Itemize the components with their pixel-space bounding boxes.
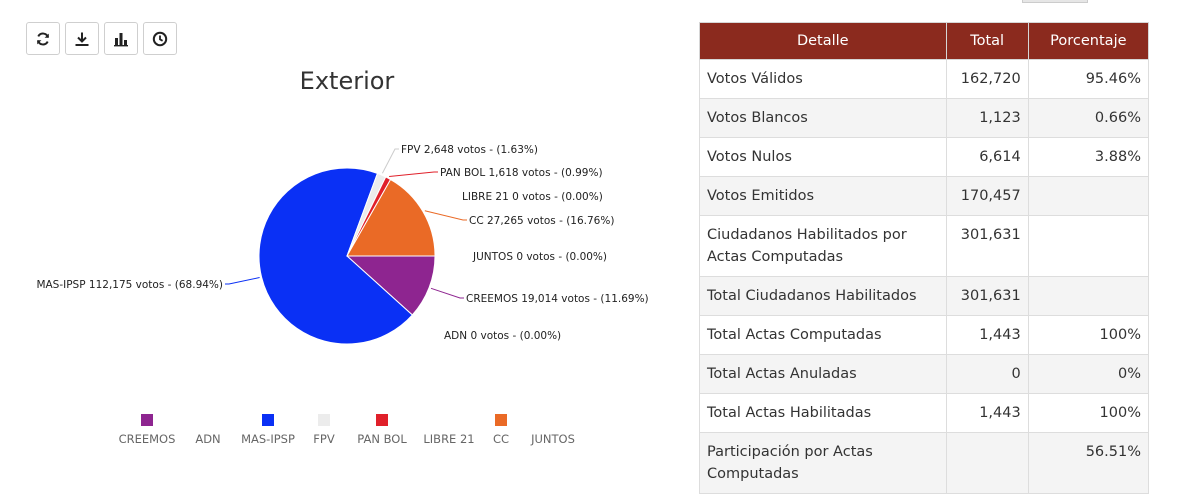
pie-label-libre-21: LIBRE 21 0 votos - (0.00%) bbox=[462, 191, 603, 203]
pie-connector-creemos bbox=[430, 287, 464, 299]
pie-connector-mas-ipsp bbox=[225, 277, 260, 285]
refresh-icon bbox=[37, 32, 49, 45]
pie-label-cc: CC 27,265 votos - (16.76%) bbox=[469, 215, 614, 227]
bar-chart-button[interactable] bbox=[104, 22, 138, 55]
pie-label-juntos: JUNTOS 0 votos - (0.00%) bbox=[472, 251, 607, 263]
cell-porcentaje: 95.46% bbox=[1027, 59, 1150, 99]
cell-porcentaje: 56.51% bbox=[1027, 432, 1150, 494]
legend-item-libre-21[interactable]: LIBRE 21 bbox=[423, 432, 474, 446]
cell-total: 170,457 bbox=[945, 176, 1029, 216]
pie-slice-creemos[interactable] bbox=[345, 255, 436, 316]
cell-porcentaje: 0% bbox=[1027, 354, 1150, 394]
legend-marker-pan-bol bbox=[376, 414, 388, 426]
cell-total: 301,631 bbox=[945, 215, 1029, 277]
refresh-button[interactable] bbox=[26, 22, 60, 55]
cell-total: 6,614 bbox=[945, 137, 1029, 177]
top-tab-edge bbox=[1022, 0, 1088, 3]
cell-porcentaje: 3.88% bbox=[1027, 137, 1150, 177]
pie-label-adn: ADN 0 votos - (0.00%) bbox=[444, 330, 561, 342]
cell-detalle: Votos Emitidos bbox=[699, 176, 947, 216]
table-row: Total Ciudadanos Habilitados 301,631 bbox=[699, 276, 1150, 316]
pie-label-pan-bol: PAN BOL 1,618 votos - (0.99%) bbox=[440, 167, 603, 179]
pie-chart: Exterior CREEMOS 19,014 votos - (11.69%)… bbox=[36, 67, 648, 446]
pie-label-creemos: CREEMOS 19,014 votos - (11.69%) bbox=[466, 293, 649, 305]
pie-labels: CREEMOS 19,014 votos - (11.69%) ADN 0 vot… bbox=[36, 144, 648, 342]
cell-detalle: Votos Blancos bbox=[699, 98, 947, 138]
pie-label-fpv: FPV 2,648 votos - (1.63%) bbox=[401, 144, 538, 156]
legend-item-creemos[interactable]: CREEMOS bbox=[119, 432, 176, 446]
table-body: Votos Válidos 162,720 95.46% Votos Blancos 1… bbox=[699, 59, 1150, 494]
cell-porcentaje bbox=[1027, 215, 1150, 277]
clock-icon bbox=[152, 31, 168, 46]
pie-connector-pan-bol bbox=[389, 171, 438, 177]
cell-porcentaje: 100% bbox=[1027, 315, 1150, 355]
cell-detalle: Total Actas Computadas bbox=[699, 315, 947, 355]
cell-detalle: Total Ciudadanos Habilitados bbox=[699, 276, 947, 316]
cell-detalle: Votos Válidos bbox=[699, 59, 947, 99]
cell-total: 1,443 bbox=[945, 393, 1029, 433]
table-row: Votos Emitidos 170,457 bbox=[699, 176, 1150, 216]
bar-chart-icon bbox=[114, 32, 128, 46]
pie-slices bbox=[258, 167, 436, 345]
table-row: Votos Válidos 162,720 95.46% bbox=[699, 59, 1150, 99]
legend-marker-cc bbox=[495, 414, 507, 426]
download-icon bbox=[75, 32, 89, 46]
table-row: Total Actas Computadas 1,443 100% bbox=[699, 315, 1150, 355]
legend-marker-fpv bbox=[318, 414, 330, 426]
cell-detalle: Votos Nulos bbox=[699, 137, 947, 177]
table-row: Total Actas Anuladas 0 0% bbox=[699, 354, 1150, 394]
table-row: Total Actas Habilitadas 1,443 100% bbox=[699, 393, 1150, 433]
table-row: Votos Nulos 6,614 3.88% bbox=[699, 137, 1150, 177]
cell-detalle: Total Actas Anuladas bbox=[699, 354, 947, 394]
legend-item-pan-bol[interactable]: PAN BOL bbox=[357, 432, 407, 446]
chart-toolbar bbox=[26, 22, 177, 55]
cell-porcentaje: 100% bbox=[1027, 393, 1150, 433]
legend-item-mas-ipsp[interactable]: MAS-IPSP bbox=[241, 432, 295, 446]
table-row: Votos Blancos 1,123 0.66% bbox=[699, 98, 1150, 138]
chart-legend: CREEMOS ADN MAS-IPSP FPV PAN BOL LIBRE 21 CC JU… bbox=[119, 414, 575, 446]
cell-total bbox=[945, 432, 1029, 494]
download-button[interactable] bbox=[65, 22, 99, 55]
chart-title: Exterior bbox=[300, 67, 395, 95]
table-row: Participación por Actas Computadas 56.51% bbox=[699, 432, 1150, 494]
clock-button[interactable] bbox=[143, 22, 177, 55]
pie-slice-cc[interactable] bbox=[346, 178, 436, 257]
cell-porcentaje bbox=[1027, 176, 1150, 216]
cell-total: 0 bbox=[945, 354, 1029, 394]
header-porcentaje: Porcentaje bbox=[1027, 22, 1150, 60]
cell-total: 1,123 bbox=[945, 98, 1029, 138]
legend-marker-mas-ipsp bbox=[262, 414, 274, 426]
pie-connector-cc bbox=[424, 210, 467, 221]
cell-detalle: Participación por Actas Computadas bbox=[699, 432, 947, 494]
legend-item-adn[interactable]: ADN bbox=[195, 432, 220, 446]
cell-total: 301,631 bbox=[945, 276, 1029, 316]
legend-item-juntos[interactable]: JUNTOS bbox=[530, 432, 575, 446]
pie-label-mas-ipsp: MAS-IPSP 112,175 votos - (68.94%) bbox=[36, 279, 223, 291]
header-detalle: Detalle bbox=[699, 22, 947, 60]
legend-item-cc[interactable]: CC bbox=[493, 432, 509, 446]
table-row: Ciudadanos Habilitados por Actas Computa… bbox=[699, 215, 1150, 277]
cell-total: 1,443 bbox=[945, 315, 1029, 355]
header-total: Total bbox=[945, 22, 1029, 60]
results-table: Detalle Total Porcentaje Votos Válidos 16… bbox=[699, 22, 1150, 494]
legend-item-fpv[interactable]: FPV bbox=[313, 432, 335, 446]
cell-porcentaje bbox=[1027, 276, 1150, 316]
pie-slice-mas-ipsp[interactable] bbox=[258, 167, 414, 345]
cell-detalle: Total Actas Habilitadas bbox=[699, 393, 947, 433]
table-header-row: Detalle Total Porcentaje bbox=[699, 22, 1150, 60]
cell-porcentaje: 0.66% bbox=[1027, 98, 1150, 138]
legend-marker-creemos bbox=[141, 414, 153, 426]
pie-connector-fpv bbox=[381, 148, 399, 174]
cell-total: 162,720 bbox=[945, 59, 1029, 99]
cell-detalle: Ciudadanos Habilitados por Actas Computa… bbox=[699, 215, 947, 277]
